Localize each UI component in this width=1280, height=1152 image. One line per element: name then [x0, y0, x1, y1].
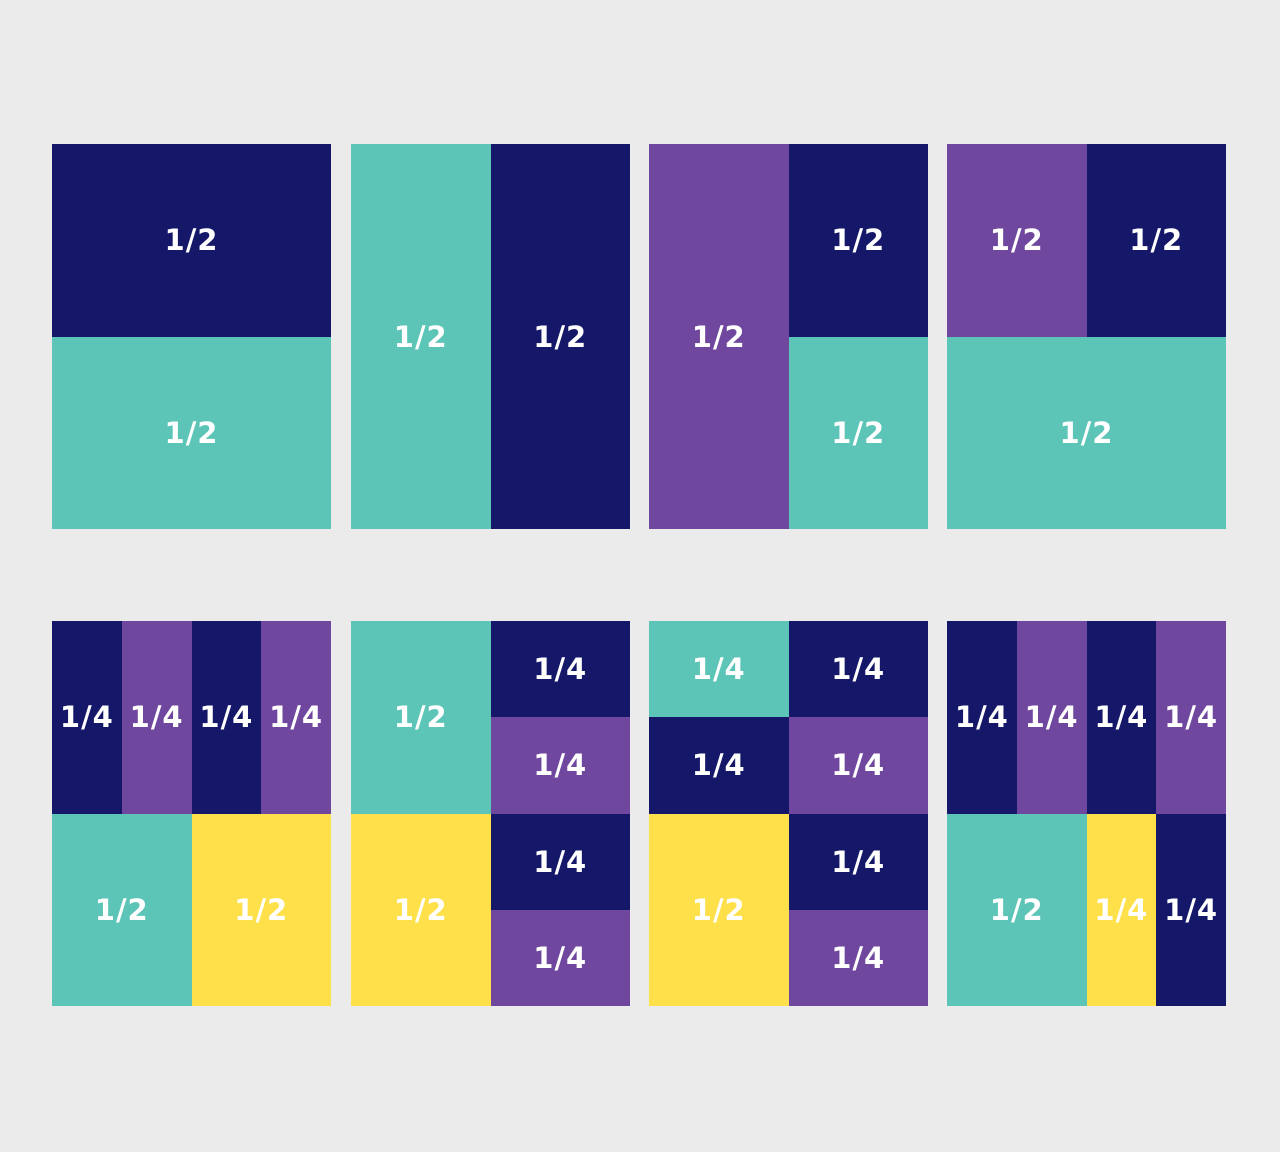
layout-cell: 1/2	[351, 813, 491, 1006]
layout-panel: 1/2 1/4 1/4 1/4 1/4 1/2	[351, 621, 630, 1006]
layout-cell: 1/4	[1086, 813, 1157, 1006]
layout-cell: 1/4	[121, 621, 192, 814]
layout-cell: 1/2	[947, 813, 1087, 1006]
layout-panel: 1/2 1/2 1/2	[649, 144, 928, 529]
layout-cell: 1/4	[788, 909, 928, 1006]
layout-cell: 1/4	[1156, 621, 1226, 814]
layout-cell: 1/2	[52, 813, 192, 1006]
layout-cell: 1/4	[261, 621, 331, 814]
layout-cell: 1/2	[52, 144, 331, 337]
layout-cell: 1/2	[351, 621, 491, 814]
layout-cell: 1/4	[191, 621, 262, 814]
layout-panel: 1/2 1/2	[351, 144, 630, 529]
layout-cell: 1/4	[788, 717, 928, 814]
layout-cell: 1/4	[649, 621, 789, 718]
layout-cell: 1/2	[351, 144, 491, 529]
layout-cell: 1/4	[788, 621, 928, 718]
layout-cell: 1/2	[649, 813, 789, 1006]
layout-cell: 1/2	[191, 813, 331, 1006]
layout-cell: 1/4	[649, 717, 789, 814]
layout-panel: 1/4 1/4 1/4 1/4 1/2 1/2	[52, 621, 331, 1006]
layout-cell: 1/2	[788, 144, 928, 337]
layout-cell: 1/4	[52, 621, 122, 814]
layout-cell: 1/2	[490, 144, 630, 529]
layout-cell: 1/2	[947, 144, 1087, 337]
layout-cell: 1/4	[1086, 621, 1157, 814]
layout-panel: 1/2 1/2 1/2	[947, 144, 1226, 529]
layout-panel: 1/4 1/4 1/4 1/4 1/2 1/4 1/4	[649, 621, 928, 1006]
layout-cell: 1/4	[947, 621, 1017, 814]
layout-cell: 1/2	[52, 336, 331, 529]
layout-cell: 1/4	[788, 813, 928, 910]
layout-cell: 1/4	[1016, 621, 1087, 814]
layout-panel: 1/2 1/2	[52, 144, 331, 529]
layout-cell: 1/2	[1086, 144, 1226, 337]
layout-cell: 1/2	[947, 336, 1226, 529]
layout-cell: 1/4	[1156, 813, 1226, 1006]
layout-cell: 1/2	[788, 336, 928, 529]
layout-cell: 1/4	[490, 621, 630, 718]
layout-cell: 1/4	[490, 717, 630, 814]
layout-cell: 1/4	[490, 813, 630, 910]
layout-cell: 1/4	[490, 909, 630, 1006]
layout-panel: 1/4 1/4 1/4 1/4 1/2 1/4 1/4	[947, 621, 1226, 1006]
layout-cell: 1/2	[649, 144, 789, 529]
